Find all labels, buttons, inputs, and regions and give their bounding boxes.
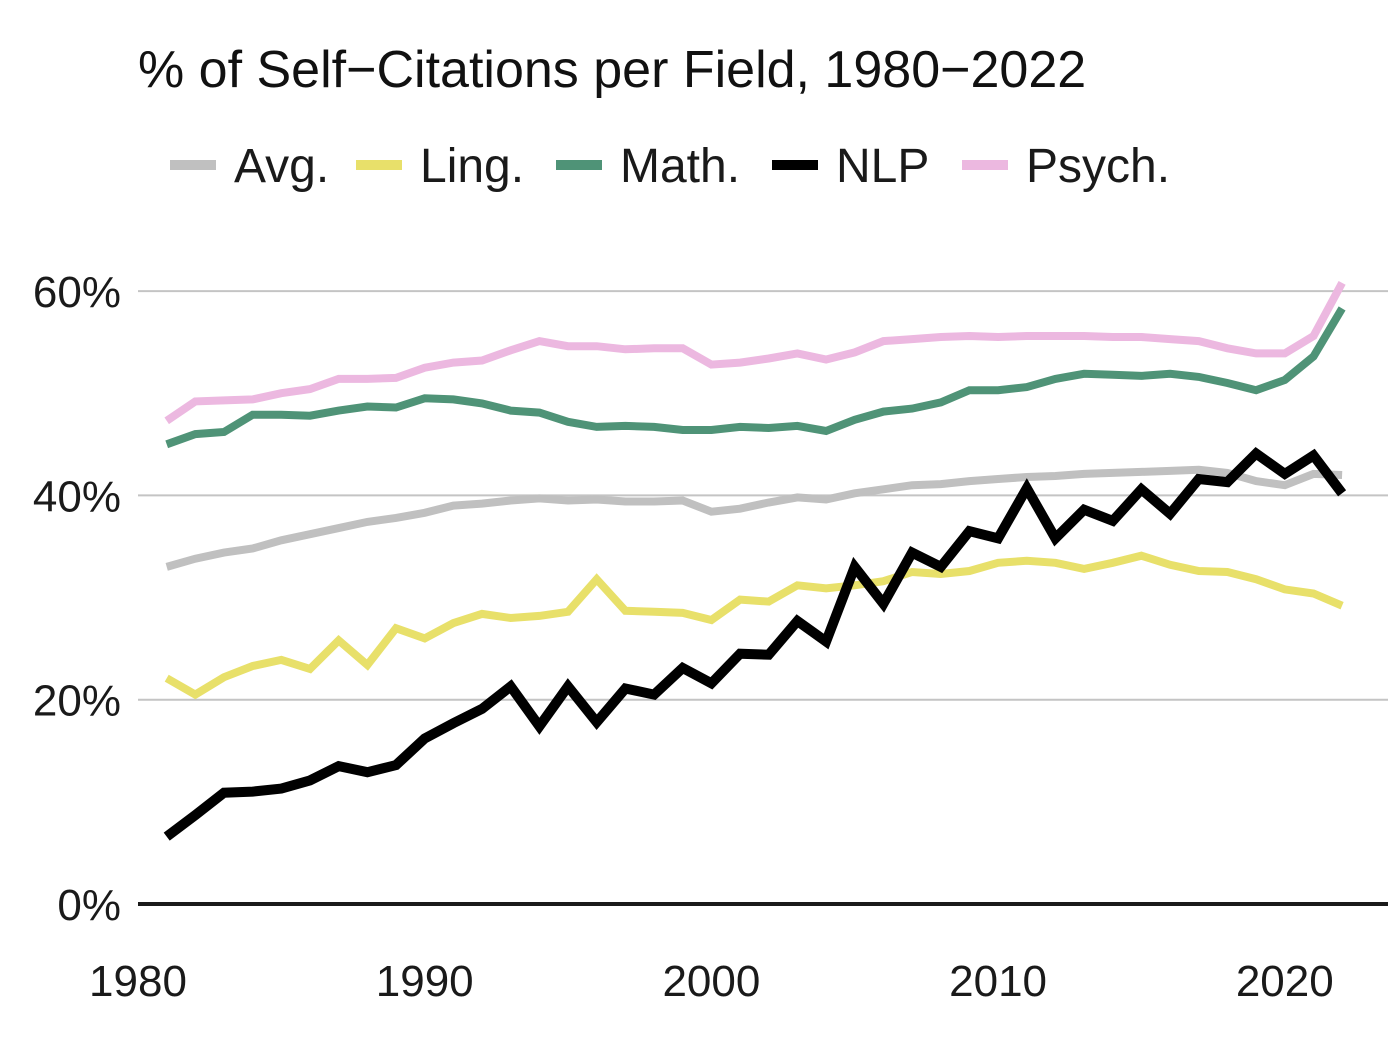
series-line-ling bbox=[164, 551, 1344, 700]
series-line-math bbox=[165, 306, 1346, 449]
series-line-psych bbox=[164, 281, 1346, 425]
y-tick-label: 40% bbox=[33, 472, 121, 521]
legend-label: Ling. bbox=[420, 140, 524, 193]
x-tick-label: 2010 bbox=[949, 957, 1047, 1006]
legend-label: Math. bbox=[620, 140, 740, 193]
legend-label: Psych. bbox=[1026, 140, 1170, 193]
y-tick-label: 60% bbox=[33, 268, 121, 317]
x-tick-label: 1990 bbox=[376, 957, 474, 1006]
legend: Avg. Ling. Math. NLP Psych. bbox=[170, 140, 1170, 193]
legend-label: NLP bbox=[836, 140, 929, 193]
series-line-avg bbox=[165, 465, 1343, 571]
y-tick-label: 0% bbox=[57, 881, 121, 930]
y-axis-tick-labels: 0% 20% 40% 60% bbox=[33, 268, 121, 930]
legend-label: Avg. bbox=[234, 140, 329, 193]
series-line-nlp bbox=[163, 446, 1347, 841]
x-tick-label: 2020 bbox=[1236, 957, 1334, 1006]
chart-title: % of Self−Citations per Field, 1980−2022 bbox=[138, 41, 1086, 99]
series-lines bbox=[163, 281, 1347, 841]
x-tick-label: 2000 bbox=[662, 957, 760, 1006]
y-tick-label: 20% bbox=[33, 677, 121, 726]
x-axis-tick-labels: 1980 1990 2000 2010 2020 bbox=[89, 957, 1334, 1006]
gridlines bbox=[138, 290, 1388, 701]
x-tick-label: 1980 bbox=[89, 957, 187, 1006]
